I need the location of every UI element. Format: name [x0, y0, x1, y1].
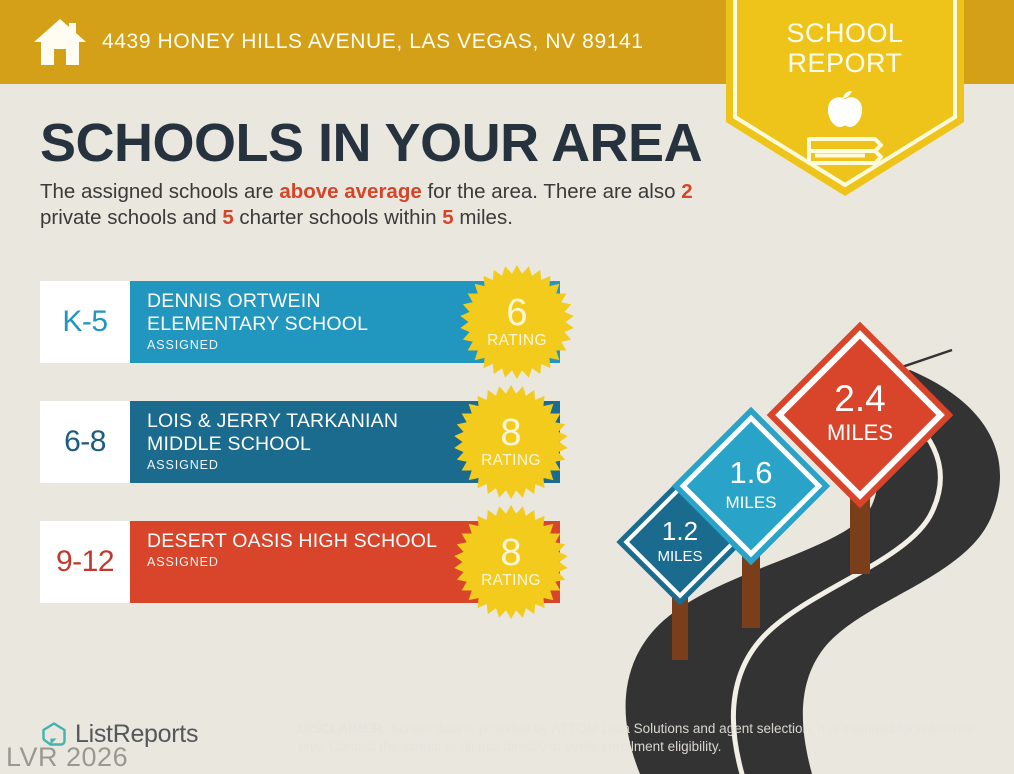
school-status: ASSIGNED	[147, 338, 219, 352]
subtitle-text-2: for the area. There are also	[421, 180, 682, 203]
starburst-icon	[454, 385, 568, 499]
school-list: K-5 DENNIS ORTWEIN ELEMENTARY SCHOOL ASSIG…	[40, 265, 574, 641]
subtitle-highlight-3: 2	[681, 180, 693, 203]
watermark: LVR 2026	[6, 742, 129, 772]
starburst-icon	[454, 505, 568, 619]
school-status: ASSIGNED	[147, 555, 219, 569]
disclaimer-text: School data is provided by ATTOM Data So…	[298, 721, 975, 754]
rating-badge[interactable]: 8 RATING	[452, 383, 570, 501]
school-row[interactable]: 6-8 LOIS & JERRY TARKANIAN MIDDLE SCHOOL A…	[40, 385, 568, 499]
page-title: SCHOOLS IN YOUR AREA	[40, 113, 703, 173]
school-status: ASSIGNED	[147, 458, 219, 472]
subtitle-highlight-7: 5	[442, 206, 454, 229]
grade-level: 6-8	[64, 425, 106, 458]
sign-3-unit: MILES	[827, 420, 893, 445]
school-report-banner: SCHOOL REPORT	[726, 0, 964, 196]
rating-badge[interactable]: 6 RATING	[458, 263, 576, 381]
book-icon	[807, 137, 883, 165]
listreports-house-icon	[42, 721, 66, 746]
grade-box: K-5	[40, 281, 130, 363]
grade-box: 6-8	[40, 401, 130, 483]
sign-3-value: 2.4	[834, 378, 885, 419]
school-name: LOIS & JERRY TARKANIAN MIDDLE SCHOOL	[147, 410, 399, 455]
grade-level: K-5	[62, 305, 108, 338]
home-icon	[34, 19, 86, 65]
starburst-icon	[460, 265, 574, 379]
disclaimer: DISCLAIMER: School data is provided by A…	[298, 720, 978, 755]
listreports-logo[interactable]: ListReports	[40, 720, 198, 749]
sign-2-unit: MILES	[725, 493, 776, 512]
apple-icon	[827, 91, 863, 127]
disclaimer-label: DISCLAIMER:	[298, 721, 387, 736]
sign-1-unit: MILES	[657, 548, 702, 565]
school-name: DENNIS ORTWEIN ELEMENTARY SCHOOL	[147, 290, 369, 335]
sign-2-value: 1.6	[729, 455, 772, 490]
listreports-logo-text: ListReports	[75, 720, 199, 748]
distance-sign-2: 1.6 MILES	[671, 406, 831, 566]
subtitle-highlight-5: 5	[222, 206, 234, 229]
grade-level: 9-12	[55, 545, 115, 578]
road-scene-illustration: 1.2 MILES 1.6 MILES 2.4 MILES	[600, 300, 1014, 774]
sign-1-value: 1.2	[662, 516, 698, 546]
road-surface	[625, 370, 1001, 774]
subtitle-text-6: charter schools within	[233, 206, 443, 229]
banner-shape	[726, 0, 964, 196]
property-address: 4439 HONEY HILLS AVENUE, LAS VEGAS, NV 8…	[102, 30, 644, 53]
rating-badge[interactable]: 8 RATING	[452, 503, 570, 621]
subtitle-text-8: miles.	[453, 206, 513, 229]
subtitle-text-0: The assigned schools are	[40, 180, 280, 203]
grade-box: 9-12	[40, 521, 130, 603]
school-row[interactable]: 9-12 DESERT OASIS HIGH SCHOOL ASSIGNED 8 RAT…	[40, 505, 568, 619]
page-subtitle: The assigned schools are above average f…	[40, 179, 720, 231]
subtitle-highlight-1: above average	[279, 180, 422, 203]
subtitle-text-4: private schools and	[40, 206, 223, 229]
school-name: DESERT OASIS HIGH SCHOOL	[147, 530, 438, 552]
school-row[interactable]: K-5 DENNIS ORTWEIN ELEMENTARY SCHOOL ASSIG…	[40, 265, 574, 379]
